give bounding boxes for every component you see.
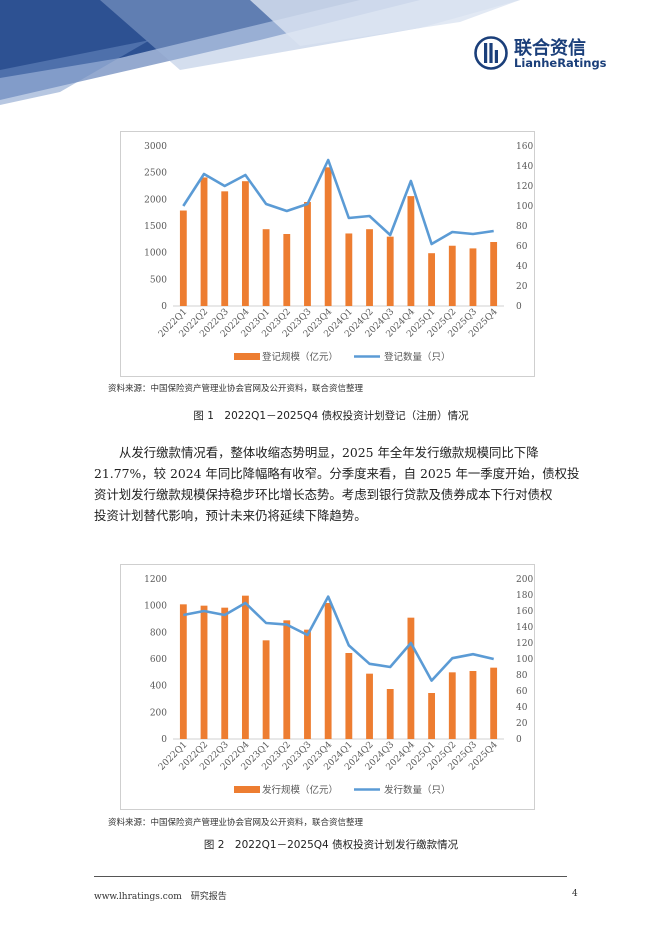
fig2-bar [490,667,498,739]
fig2-right-tick-label: 60 [516,687,528,697]
page-number: 4 [572,889,578,899]
fig1-left-tick-label: 1000 [144,249,167,259]
fig1-right-tick-label: 0 [516,302,522,312]
fig2-legend-line-label: 发行数量（只） [384,784,451,796]
paragraph-line-1: 从发行缴款情况看，整体收缩态势明显，2025 年全年发行缴款规模同比下降 [119,445,539,460]
fig1-right-tick-label: 60 [516,242,528,252]
figure1-source: 资料来源：中国保险资产管理业协会官网及公开资料，联合资信整理 [108,384,364,394]
fig2-bar [469,671,477,739]
fig2-bar [386,689,394,739]
fig2-right-tick-label: 140 [516,623,533,633]
fig1-left-tick-label: 3000 [144,142,167,152]
fig2-right-tick-label: 80 [516,671,528,681]
fig1-bar [283,234,291,306]
figure2-svg: 0 200 400 600 800 1000 1200 0 20 40 60 80 100 120 140 1… [144,575,533,796]
fig1-bar [241,181,249,306]
fig2-bar [200,605,208,739]
fig2-left-tick-label: 200 [150,708,167,718]
paragraph-line-2: 21.77%，较 2024 年同比降幅略有收窄。分季度来看，自 2025 年一季… [94,466,580,481]
fig2-right-tick-label: 40 [516,703,528,713]
fig2-legend-bar-label: 发行规模（亿元） [262,784,338,796]
fig2-right-tick-label: 160 [516,607,533,617]
fig1-right-tick-label: 120 [516,182,533,192]
header-banner [0,0,520,105]
fig2-right-tick-label: 100 [516,655,533,665]
fig2-left-tick-label: 400 [150,682,167,692]
fig1-bar [366,229,373,306]
fig2-left-tick-label: 1000 [144,602,167,612]
fig2-bar [324,603,332,739]
footer-divider [94,876,567,877]
fig2-bar [241,595,249,739]
fig1-left-tick-label: 0 [161,302,167,312]
fig2-right-tick-label: 20 [516,719,528,729]
fig2-right-tick-label: 180 [516,591,533,601]
fig1-legend-line-label: 登记数量（只） [384,351,451,363]
fig2-bar [366,673,373,739]
fig1-left-tick-label: 2500 [144,169,167,179]
fig1-bar [324,167,332,306]
fig2-right-tick-label: 0 [516,735,522,745]
footer-site: www.lhratings.com 研究报告 [94,892,227,902]
fig1-bar [345,233,353,306]
fig2-bar [428,693,436,739]
figure1-chart: 0 500 1000 1500 2000 2500 3000 0 20 40 60 80 100 120 1… [120,131,535,377]
fig1-legend-bar-swatch [234,353,260,360]
fig1-right-tick-label: 80 [516,222,528,232]
fig1-left-tick-label: 2000 [144,195,167,205]
fig1-right-tick-label: 100 [516,202,533,212]
fig1-legend-bar-label: 登记规模（亿元） [262,351,338,363]
fig1-right-tick-label: 140 [516,162,533,172]
fig2-line-series [183,595,494,682]
fig2-bar [262,640,270,739]
fig2-bar [407,617,415,739]
company-logo: 联合资信 LianheRatings [474,36,607,72]
fig2-right-tick-label: 120 [516,639,533,649]
banner-pale-shape [250,0,520,46]
fig2-bar [304,629,311,739]
figure1-svg: 0 500 1000 1500 2000 2500 3000 0 20 40 60 80 100 120 1… [144,142,533,363]
fig1-bar [262,229,270,306]
fig1-bar [304,202,311,306]
fig2-right-tick-label: 200 [516,575,533,585]
fig2-bar [345,653,353,739]
fig1-bar [221,191,229,306]
body-paragraph: 从发行缴款情况看，整体收缩态势明显，2025 年全年发行缴款规模同比下降 21.… [94,442,580,526]
fig1-bar [179,210,187,306]
fig2-left-tick-label: 800 [150,628,167,638]
fig2-bar [179,604,187,739]
figure1-caption: 图 1 2022Q1－2025Q4 债权投资计划登记（注册）情况 [193,410,469,422]
fig2-left-tick-label: 600 [150,655,167,665]
figure2-caption: 图 2 2022Q1－2025Q4 债权投资计划发行缴款情况 [203,839,459,851]
paragraph-line-3: 资计划发行缴款规模保持稳步环比增长态势。考虑到银行贷款及债券成本下行对债权 [94,487,553,502]
fig1-bar [448,245,456,306]
fig1-line-series [182,158,494,246]
fig2-bar [221,607,229,739]
fig1-bar [386,236,394,306]
fig1-bar [428,253,436,306]
logo-mark-icon [474,36,508,70]
fig1-bar [490,242,498,306]
fig1-bar [407,196,415,306]
figure2-source: 资料来源：中国保险资产管理业协会官网及公开资料，联合资信整理 [108,818,364,828]
logo-english-name: LianheRatings [514,56,607,70]
fig1-right-tick-label: 40 [516,262,528,272]
fig2-legend-bar-swatch [234,786,260,793]
logo-chinese-name: 联合资信 [514,38,586,59]
paragraph-line-4: 投资计划替代影响，预计未来仍将延续下降趋势。 [94,508,367,523]
fig1-left-tick-label: 500 [150,275,167,285]
fig1-right-tick-label: 160 [516,142,533,152]
banner-accent-shape [0,40,150,105]
fig1-left-tick-label: 1500 [144,222,167,232]
fig2-left-tick-label: 1200 [144,575,167,585]
figure2-chart: 0 200 400 600 800 1000 1200 0 20 40 60 80 100 120 140 1… [120,564,535,810]
fig1-bar [469,248,477,306]
fig2-left-tick-label: 0 [161,735,167,745]
fig1-right-tick-label: 20 [516,282,528,292]
fig2-bar [448,672,456,739]
fig1-bar [200,177,208,306]
fig2-bar [283,620,291,739]
